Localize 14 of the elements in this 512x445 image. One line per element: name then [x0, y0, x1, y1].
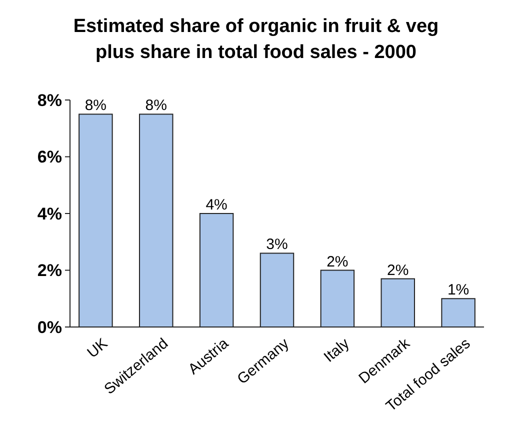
chart-title: Estimated share of organic in fruit & veg plus share in total food sales - 2000 — [73, 16, 439, 63]
y-tick-label: 0% — [37, 318, 62, 337]
data-label: 1% — [447, 282, 470, 299]
data-label: 2% — [387, 262, 409, 279]
y-tick-label: 6% — [37, 148, 62, 167]
data-label: 2% — [326, 253, 348, 270]
data-label: 3% — [266, 236, 288, 254]
x-tick-label: Italy — [320, 334, 354, 366]
data-label: 8% — [84, 97, 107, 114]
data-label: 8% — [145, 97, 167, 114]
y-tick-label: 8% — [37, 90, 62, 110]
y-tick-label: 2% — [37, 261, 62, 280]
y-tick-label: 4% — [37, 204, 62, 224]
data-label: 4% — [206, 196, 228, 214]
